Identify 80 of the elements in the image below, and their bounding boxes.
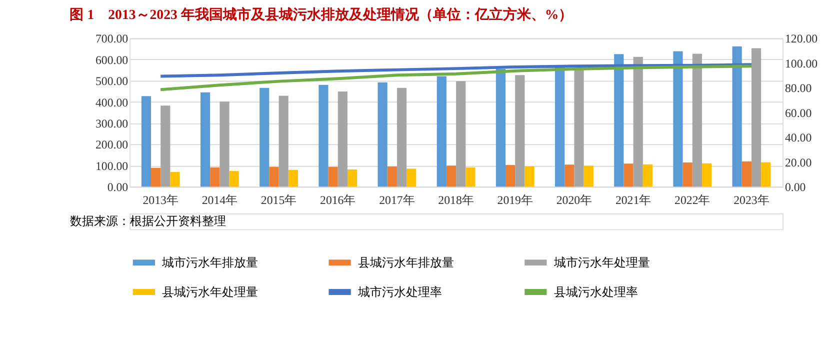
bar	[692, 54, 702, 187]
legend-label: 县城污水处理率	[554, 284, 638, 299]
x-tick-label: 2017年	[379, 192, 415, 207]
bar	[210, 167, 220, 187]
bar	[269, 166, 279, 187]
bar	[456, 81, 466, 187]
bar	[624, 164, 634, 187]
bar	[496, 69, 506, 187]
x-tick-label: 2023年	[734, 192, 770, 207]
x-tick-label: 2018年	[438, 192, 474, 207]
bar	[682, 162, 692, 187]
y2-tick-label: 80.00	[784, 81, 812, 96]
x-tick-label: 2014年	[202, 192, 238, 207]
y2-tick-label: 100.00	[784, 56, 818, 70]
bar	[278, 96, 288, 187]
y2-tick-label: 0.00	[784, 180, 806, 194]
x-tick-label: 2015年	[260, 192, 297, 207]
bar	[318, 84, 328, 187]
bar	[642, 164, 653, 187]
bar	[396, 88, 407, 187]
bar	[515, 75, 525, 187]
y-tick-label: 400.00	[95, 95, 128, 110]
bar	[564, 164, 574, 187]
x-tick-label: 2022年	[674, 192, 710, 207]
bar	[751, 48, 762, 187]
source-note: 数据来源：根据公开资料整理	[70, 214, 226, 228]
bar	[702, 163, 712, 187]
y2-tick-label: 120.00	[784, 32, 818, 46]
bar	[170, 172, 180, 187]
bar	[732, 46, 742, 187]
x-tick-label: 2020年	[556, 192, 592, 207]
bar	[200, 92, 210, 187]
bar	[446, 166, 456, 187]
legend-label: 城市污水年排放量	[161, 256, 258, 270]
bar	[506, 165, 516, 187]
y-tick-label: 500.00	[95, 74, 128, 88]
y-tick-label: 300.00	[95, 116, 128, 131]
bar	[288, 170, 298, 187]
bar	[387, 166, 397, 187]
x-tick-label: 2016年	[320, 192, 356, 207]
bar	[524, 166, 534, 187]
bar	[378, 82, 388, 187]
bar	[614, 54, 624, 187]
bar	[742, 161, 752, 187]
y-tick-label: 100.00	[95, 158, 128, 173]
bar	[466, 167, 476, 187]
bar	[151, 168, 161, 187]
bar	[406, 168, 416, 187]
legend-label: 县城污水年排放量	[358, 256, 454, 270]
bar	[141, 96, 152, 187]
legend-label: 城市污水年处理量	[552, 256, 650, 270]
y-tick-label: 700.00	[95, 32, 128, 46]
y2-tick-label: 40.00	[784, 130, 812, 145]
legend-label: 县城污水年处理量	[162, 284, 258, 299]
bar	[673, 51, 683, 187]
x-tick-label: 2019年	[497, 192, 533, 207]
y-tick-label: 200.00	[95, 138, 128, 152]
line-series	[159, 64, 753, 92]
bar	[574, 68, 584, 187]
x-tick-label: 2013年	[142, 192, 178, 207]
bar	[220, 101, 230, 187]
bar	[338, 91, 348, 187]
y-tick-label: 0.00	[107, 180, 128, 194]
bar	[328, 166, 338, 187]
y2-tick-label: 20.00	[784, 155, 812, 170]
bar	[584, 166, 594, 187]
bar	[555, 66, 565, 187]
legend-label: 城市污水处理率	[357, 284, 442, 299]
bar	[761, 162, 771, 187]
bar	[260, 88, 270, 187]
line-series	[159, 63, 753, 78]
bar	[436, 76, 446, 187]
y2-tick-label: 60.00	[784, 106, 812, 120]
bar	[229, 170, 239, 187]
bar	[633, 56, 643, 187]
x-tick-label: 2021年	[615, 192, 652, 207]
chart-title: 图 1 2013～2023 年我国城市及县城污水排放及处理情况（单位：亿立方米、%）	[70, 6, 573, 22]
bar	[160, 106, 170, 187]
y-tick-label: 600.00	[95, 52, 128, 67]
bar	[347, 169, 358, 187]
